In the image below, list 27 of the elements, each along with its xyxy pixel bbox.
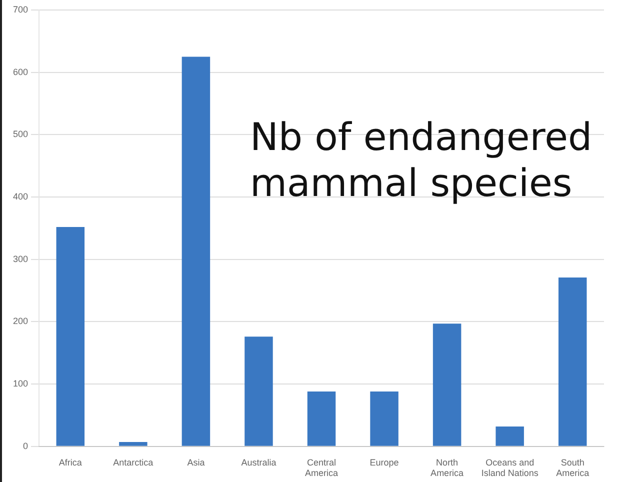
x-tick-label: Europe	[370, 457, 399, 468]
bar	[56, 226, 85, 446]
x-tick-label: Central America	[305, 457, 338, 478]
y-tick-label: 300	[12, 254, 28, 264]
x-tick-label: Asia	[187, 457, 205, 468]
y-tick-label: 0	[23, 440, 28, 451]
x-tick-label: North America	[430, 457, 464, 478]
bar	[370, 392, 398, 446]
y-tick-label: 500	[12, 129, 28, 140]
bar	[182, 56, 210, 446]
x-tick-label: Australia	[241, 457, 276, 468]
y-tick-label: 600	[12, 66, 28, 77]
x-tick-label: Antarctica	[113, 457, 154, 468]
x-tick-label: Africa	[58, 457, 82, 468]
y-tick-label: 400	[12, 192, 28, 202]
y-tick-label: 100	[12, 378, 28, 389]
bar	[432, 324, 462, 446]
bar	[244, 336, 273, 446]
x-tick-label: Oceans and Island Nations	[481, 457, 539, 478]
y-tick-label: 700	[12, 4, 28, 14]
y-tick-label: 200	[12, 316, 28, 326]
bar	[558, 277, 587, 446]
bar	[496, 426, 524, 446]
bar	[119, 442, 148, 446]
x-tick-label: South America	[556, 457, 590, 478]
bar	[307, 392, 336, 446]
text: Nb of endangered mammal species	[250, 115, 592, 205]
